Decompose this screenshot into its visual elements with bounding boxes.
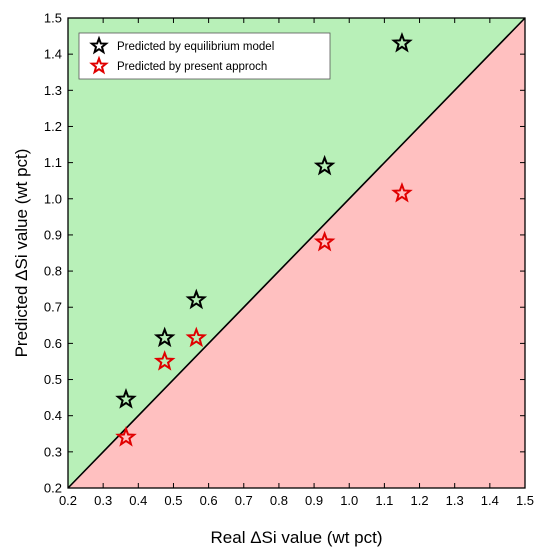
series-1-point — [153, 326, 176, 348]
y-tick-label: 0.6 — [44, 336, 62, 351]
x-tick-label: 1.3 — [446, 493, 464, 508]
x-tick-label: 0.3 — [94, 493, 112, 508]
legend-label: Predicted by equilibrium model — [117, 41, 274, 53]
x-tick-label: 0.4 — [129, 493, 147, 508]
x-axis-title: Real ΔSi value (wt pct) — [211, 528, 383, 547]
plot-frame — [67, 17, 526, 489]
y-tick-label: 1.1 — [44, 155, 62, 170]
y-tick-label: 0.2 — [44, 481, 62, 496]
x-tick-label: 1.2 — [410, 493, 428, 508]
y-tick-label: 0.3 — [44, 444, 62, 459]
series-1-point — [115, 388, 137, 409]
series-1-point — [313, 154, 336, 176]
series-2-point — [153, 350, 176, 371]
series-1-point — [185, 288, 208, 310]
x-tick-label: 1.0 — [340, 493, 358, 508]
legend-marker — [89, 55, 109, 75]
series-2-point — [185, 326, 208, 348]
x-tick-label: 0.6 — [200, 493, 218, 508]
series-2-point — [115, 426, 137, 447]
y-axis-title: Predicted ΔSi value (wt pct) — [12, 149, 31, 358]
legend-box — [78, 32, 331, 80]
series-1-point — [391, 31, 413, 53]
y-tick-label: 1.3 — [44, 83, 62, 98]
x-tick-label: 0.9 — [305, 493, 323, 508]
y-tick-label: 0.4 — [44, 408, 62, 423]
y-tick-label: 0.5 — [44, 372, 62, 387]
y-tick-label: 0.9 — [44, 227, 62, 242]
legend-label: Predicted by present approch — [117, 61, 267, 73]
y-tick-label: 1.4 — [44, 47, 62, 62]
data-points — [115, 31, 413, 447]
y-tick-label: 0.8 — [44, 264, 62, 279]
y-tick-label: 0.7 — [44, 300, 62, 315]
x-tick-label: 1.1 — [375, 493, 393, 508]
x-tick-label: 0.2 — [59, 493, 77, 508]
series-2-point — [391, 181, 413, 203]
series-2-point — [313, 230, 336, 252]
x-tick-label: 0.7 — [235, 493, 253, 508]
y-tick-label: 1.0 — [44, 191, 62, 206]
legend: Predicted by equilibrium model Predicted … — [78, 32, 331, 80]
diagonal-line — [67, 17, 526, 489]
legend-marker — [89, 35, 109, 55]
x-tick-label: 0.8 — [270, 493, 288, 508]
y-tick-label: 1.2 — [44, 119, 62, 134]
axis-ticks: 0.2 0.3 0.4 0.5 0.6 0.7 0.8 0.9 1.0 1.1 1.2 1.3 1.4 1… — [44, 11, 534, 509]
x-tick-label: 1.5 — [516, 493, 534, 508]
y-tick-label: 1.5 — [44, 11, 62, 26]
x-tick-label: 0.5 — [164, 493, 182, 508]
x-tick-label: 1.4 — [481, 493, 499, 508]
